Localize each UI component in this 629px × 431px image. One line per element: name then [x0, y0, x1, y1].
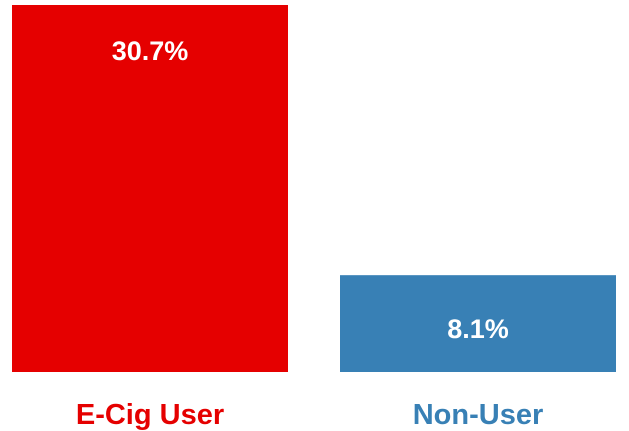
bar-non-user [340, 275, 616, 372]
category-label-e-cig-user: E-Cig User [76, 399, 224, 431]
category-labels-group: E-Cig User Non-User [76, 399, 543, 431]
bars-group [12, 5, 616, 372]
bar-value-label-non-user: 8.1% [447, 314, 509, 344]
bar-e-cig-user [12, 5, 288, 372]
value-labels-group: 30.7% 8.1% [112, 36, 509, 344]
category-label-non-user: Non-User [413, 399, 544, 431]
bar-value-label-e-cig-user: 30.7% [112, 36, 189, 66]
